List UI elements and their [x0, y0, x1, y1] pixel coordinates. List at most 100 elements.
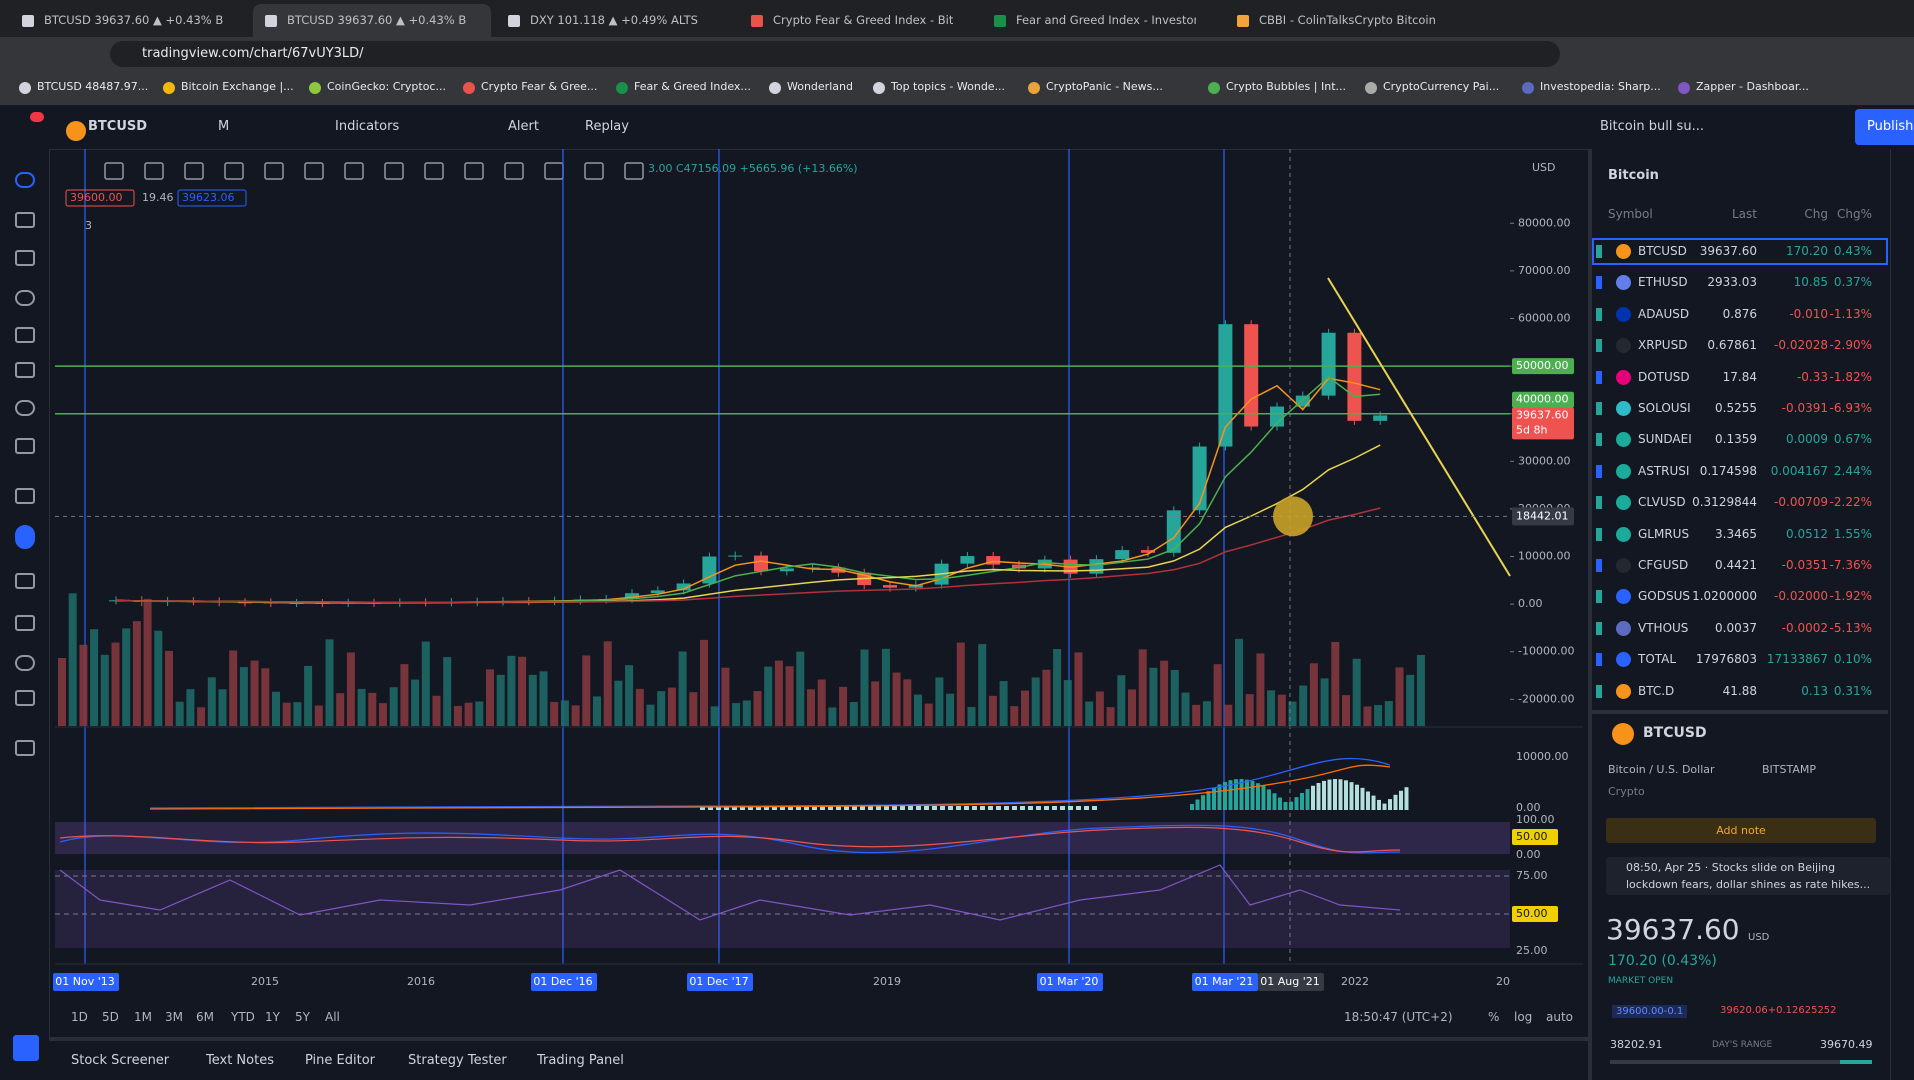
indicators-button[interactable]: Indicators: [335, 119, 400, 134]
url-field[interactable]: [110, 41, 1560, 67]
watchlist-row[interactable]: BTCUSD 39637.60 170.20 0.43%: [1592, 238, 1888, 265]
tool-icon[interactable]: [15, 250, 35, 266]
browser-tab[interactable]: BTCUSD 39637.60 ▲ +0.43% Bitc: [10, 4, 248, 37]
volume-bar: [1245, 694, 1254, 726]
tv-toolbar: [0, 105, 1914, 150]
panel-divider: [1592, 710, 1888, 714]
symbol-button[interactable]: BTCUSD: [88, 119, 148, 134]
time-badge: [1258, 973, 1324, 991]
column-header[interactable]: Chg: [1804, 207, 1828, 221]
scale-option[interactable]: log: [1514, 1010, 1533, 1024]
watchlist-row[interactable]: XRPUSD 0.67861 -0.02028 -2.90%: [1592, 332, 1888, 359]
watchlist-row[interactable]: VTHOUS 0.0037 -0.0002 -5.13%: [1592, 615, 1888, 642]
scale-option[interactable]: auto: [1546, 1010, 1574, 1024]
range-button[interactable]: 1Y: [265, 1010, 280, 1024]
bottom-tab[interactable]: Pine Editor: [305, 1053, 376, 1068]
add-note[interactable]: Add note: [1606, 818, 1876, 843]
candle: [1218, 324, 1233, 447]
column-header[interactable]: Last: [1732, 207, 1757, 221]
watchlist-row[interactable]: TOTAL 17976803 17133867 0.10%: [1592, 646, 1888, 673]
tool-icon[interactable]: [15, 362, 35, 378]
range-button[interactable]: 1D: [71, 1010, 88, 1024]
column-header[interactable]: Symbol: [1608, 207, 1653, 221]
range-button[interactable]: 3M: [165, 1010, 183, 1024]
layout-button[interactable]: Bitcoin bull su...: [1600, 119, 1704, 134]
row-symbol: TOTAL: [1638, 652, 1677, 667]
watchlist-row[interactable]: SUNDAEI 0.1359 0.0009 0.67%: [1592, 426, 1888, 453]
watchlist-row[interactable]: ASTRUSI 0.174598 0.004167 2.44%: [1592, 458, 1888, 485]
tool-icon[interactable]: [15, 290, 35, 306]
macd-hist: [1283, 801, 1288, 810]
watchlist-row[interactable]: SOLOUSI 0.5255 -0.0391 -6.93%: [1592, 395, 1888, 422]
volume-bar: [764, 666, 773, 726]
volume-bar: [314, 705, 323, 726]
watchlist-row[interactable]: CFGUSD 0.4421 -0.0351 -7.36%: [1592, 552, 1888, 579]
watchlist-row[interactable]: ETHUSD 2933.03 10.85 0.37%: [1592, 269, 1888, 296]
row-change: -0.02000: [1774, 589, 1828, 604]
bottom-tab[interactable]: Strategy Tester: [408, 1053, 507, 1068]
column-header[interactable]: Chg%: [1836, 207, 1872, 221]
tool-icon[interactable]: [15, 740, 35, 756]
signal-line: [149, 764, 1391, 810]
tool-icon[interactable]: [15, 400, 35, 416]
bottom-tab[interactable]: Text Notes: [206, 1053, 274, 1068]
tool-icon[interactable]: [15, 615, 35, 631]
tool-icon[interactable]: [15, 573, 35, 589]
range-button[interactable]: 5Y: [295, 1010, 310, 1024]
row-symbol: ASTRUSI: [1638, 463, 1690, 478]
row-flag: [1596, 559, 1602, 572]
watchlist-title[interactable]: Bitcoin: [1608, 168, 1659, 183]
browser-tab[interactable]: BTCUSD 39637.60 ▲ +0.43% Bitc: [253, 4, 491, 37]
row-flag: [1596, 527, 1602, 541]
range-button[interactable]: YTD: [231, 1010, 255, 1024]
macd-hist: [1261, 786, 1266, 810]
browser-tab[interactable]: CBBI - ColinTalksCrypto Bitcoin B: [1225, 4, 1463, 37]
watchlist-row[interactable]: GODSUS 1.0200000 -0.02000 -1.92%: [1592, 583, 1888, 610]
watchlist-row[interactable]: ADAUSD 0.876 -0.010 -1.13%: [1592, 301, 1888, 328]
range-button[interactable]: 1M: [134, 1010, 152, 1024]
scale-option[interactable]: %: [1488, 1010, 1500, 1024]
tool-icon[interactable]: [15, 438, 35, 454]
volume-bar: [250, 660, 259, 726]
tool-icon[interactable]: [15, 655, 35, 671]
publish-button[interactable]: Publish: [1855, 109, 1914, 145]
volume-bar: [956, 642, 965, 726]
volume-bar: [978, 644, 987, 726]
tool-icon[interactable]: [15, 525, 35, 549]
range-button[interactable]: 5D: [102, 1010, 119, 1024]
bottom-tab[interactable]: Trading Panel: [537, 1053, 624, 1068]
bookmark-icon: [1365, 82, 1377, 94]
alert-button[interactable]: Alert: [508, 119, 539, 134]
tool-icon[interactable]: [15, 212, 35, 228]
interval-button[interactable]: M: [218, 119, 230, 134]
watchlist-row[interactable]: BTC.D 41.88 0.13 0.31%: [1592, 678, 1888, 705]
macd-hist: [748, 806, 753, 810]
volume-bar: [732, 703, 741, 726]
macd-hist: [1084, 806, 1089, 810]
favorite-icon[interactable]: [13, 1035, 39, 1061]
browser-tab[interactable]: Fear and Greed Index - Investor: [982, 4, 1220, 37]
row-last: 17.84: [1722, 369, 1757, 384]
details-symbol[interactable]: BTCUSD: [1643, 725, 1707, 741]
row-symbol: CFGUSD: [1638, 558, 1689, 572]
replay-button[interactable]: Replay: [585, 119, 629, 134]
tool-icon[interactable]: [15, 172, 35, 188]
macd-hist: [1289, 801, 1293, 810]
range-button[interactable]: All: [325, 1010, 340, 1024]
range-button[interactable]: 6M: [196, 1010, 214, 1024]
watchlist-row[interactable]: DOTUSD 17.84 -0.33 -1.82%: [1592, 364, 1888, 391]
tool-icon[interactable]: [15, 690, 35, 706]
news[interactable]: 08:50, Apr 25 · Stocks slide on Beijing …: [1606, 857, 1890, 895]
browser-tab[interactable]: Crypto Fear & Greed Index - Bitc: [739, 4, 977, 37]
row-flag: [1596, 684, 1602, 698]
watchlist-row[interactable]: CLVUSD 0.3129844 -0.00709 -2.22%: [1592, 489, 1888, 516]
tool-icon[interactable]: [15, 488, 35, 504]
time-label: 01 Mar '21: [1195, 975, 1254, 988]
candle: [986, 556, 1001, 565]
browser-tab[interactable]: DXY 101.118 ▲ +0.49% ALTS: [496, 4, 734, 37]
tool-icon[interactable]: [15, 327, 35, 343]
bottom-tab[interactable]: Stock Screener: [71, 1053, 170, 1068]
row-symbol: BTC.D: [1638, 683, 1675, 698]
volume-bar: [1384, 701, 1393, 726]
watchlist-row[interactable]: GLMRUS 3.3465 0.0512 1.55%: [1592, 521, 1888, 548]
